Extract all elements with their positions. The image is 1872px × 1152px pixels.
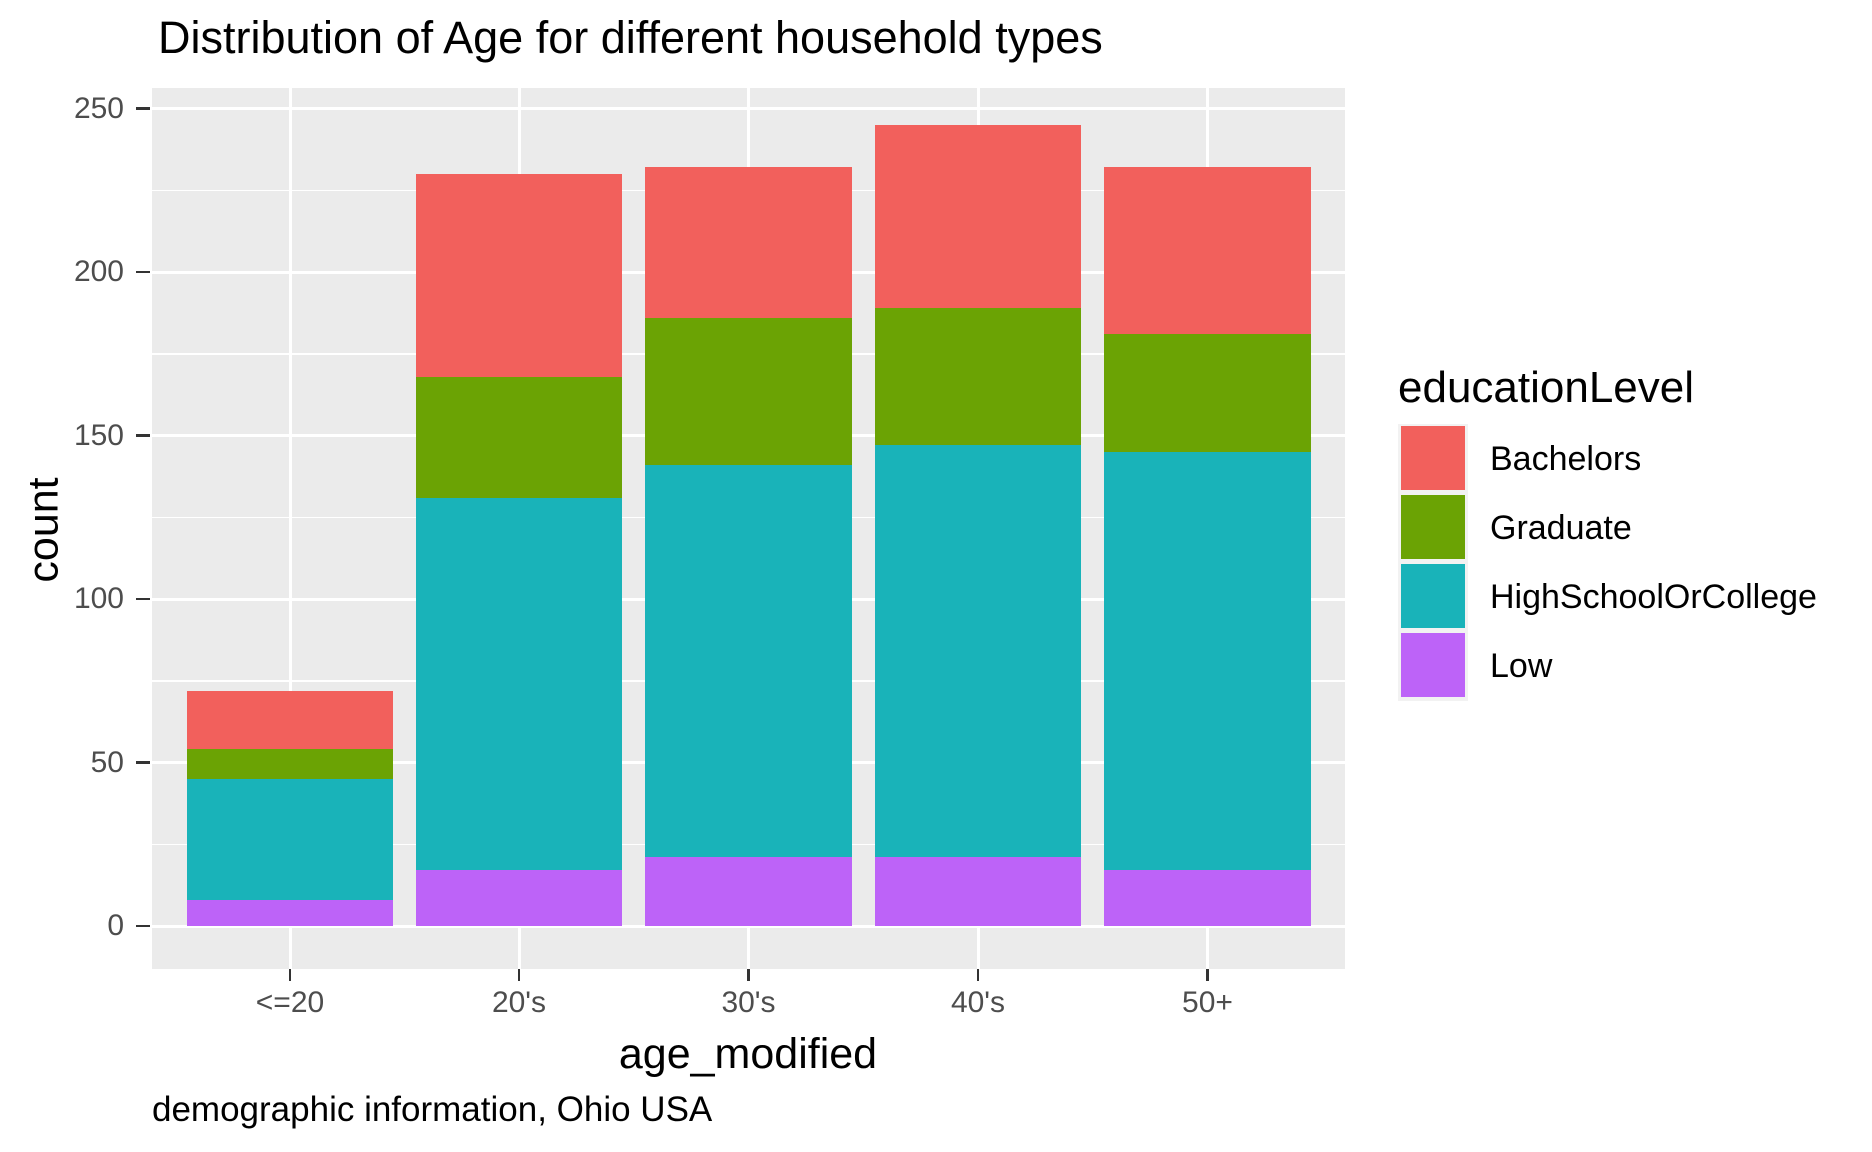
legend-item-graduate: Graduate [1398, 493, 1858, 562]
legend-label-bachelors: Bachelors [1490, 440, 1642, 478]
bar-20-bachelors [186, 690, 394, 750]
y-tick-mark-50 [136, 761, 150, 764]
x-tick-label-0: <=20 [255, 986, 325, 1019]
y-axis-title: count [19, 477, 68, 583]
x-tick-mark-2 [747, 969, 750, 981]
y-tick-label-200: 200 [73, 255, 124, 288]
bar-50-graduate [1104, 334, 1311, 452]
y-tick-label-0: 0 [107, 909, 124, 942]
bar-30s-highschoolorcollege [645, 464, 852, 858]
y-tick-mark-100 [136, 597, 150, 601]
y-tick-mark-250 [136, 107, 150, 110]
y-tick-label-50: 50 [90, 745, 124, 779]
x-tick-mark-4 [1206, 969, 1209, 981]
bar-20s-low [415, 870, 623, 926]
plot-caption: demographic information, Ohio USA [152, 1090, 713, 1129]
x-tick-mark-0 [288, 969, 292, 981]
bar-20s-bachelors [415, 173, 623, 377]
bar-20-graduate [186, 749, 394, 779]
legend-swatch-highschoolorcollege [1401, 564, 1465, 628]
bar-40s-graduate [874, 307, 1082, 446]
legend-item-highschoolorcollege: HighSchoolOrCollege [1398, 562, 1858, 631]
legend-item-low: Low [1398, 631, 1858, 700]
x-tick-label-3: 40's [950, 986, 1006, 1019]
bar-30s-bachelors [645, 167, 852, 318]
gridline-major-x0 [288, 88, 292, 969]
legend-swatch-bachelors [1401, 426, 1465, 490]
legend-swatch-graduate [1401, 495, 1465, 559]
x-tick-label-2: 30's [721, 986, 776, 1019]
bar-50-bachelors [1104, 167, 1311, 335]
bar-50-low [1104, 870, 1311, 926]
y-tick-mark-200 [136, 270, 150, 274]
bar-30s-low [645, 857, 852, 926]
bar-40s-highschoolorcollege [874, 445, 1082, 858]
y-tick-label-150: 150 [73, 418, 124, 452]
bar-20s-highschoolorcollege [415, 497, 623, 871]
x-tick-mark-1 [517, 969, 521, 981]
legend-label-low: Low [1490, 647, 1553, 685]
y-tick-label-250: 250 [73, 91, 124, 125]
x-tick-label-1: 20's [491, 986, 547, 1019]
x-tick-label-4: 50+ [1182, 986, 1233, 1019]
legend-swatch-low [1401, 633, 1465, 697]
bar-20s-graduate [415, 376, 623, 498]
legend-item-bachelors: Bachelors [1398, 424, 1858, 493]
legend: educationLevel Bachelors Graduate HighSc… [1398, 363, 1817, 701]
bar-50-highschoolorcollege [1104, 451, 1311, 871]
y-tick-mark-0 [136, 924, 150, 928]
plot-panel [152, 88, 1345, 969]
y-tick-label-100: 100 [73, 582, 124, 615]
y-tick-mark-150 [136, 434, 150, 437]
bar-30s-graduate [645, 317, 852, 465]
legend-label-highschoolorcollege: HighSchoolOrCollege [1490, 578, 1817, 616]
bar-40s-bachelors [874, 124, 1082, 308]
plot-title: Distribution of Age for different househ… [158, 12, 1103, 63]
x-axis-title: age_modified [618, 1030, 878, 1078]
legend-title: educationLevel [1398, 363, 1695, 412]
x-tick-mark-3 [976, 969, 980, 981]
legend-label-graduate: Graduate [1490, 509, 1632, 547]
bar-20-highschoolorcollege [186, 778, 394, 900]
bar-40s-low [874, 857, 1082, 926]
bar-20-low [186, 899, 394, 926]
